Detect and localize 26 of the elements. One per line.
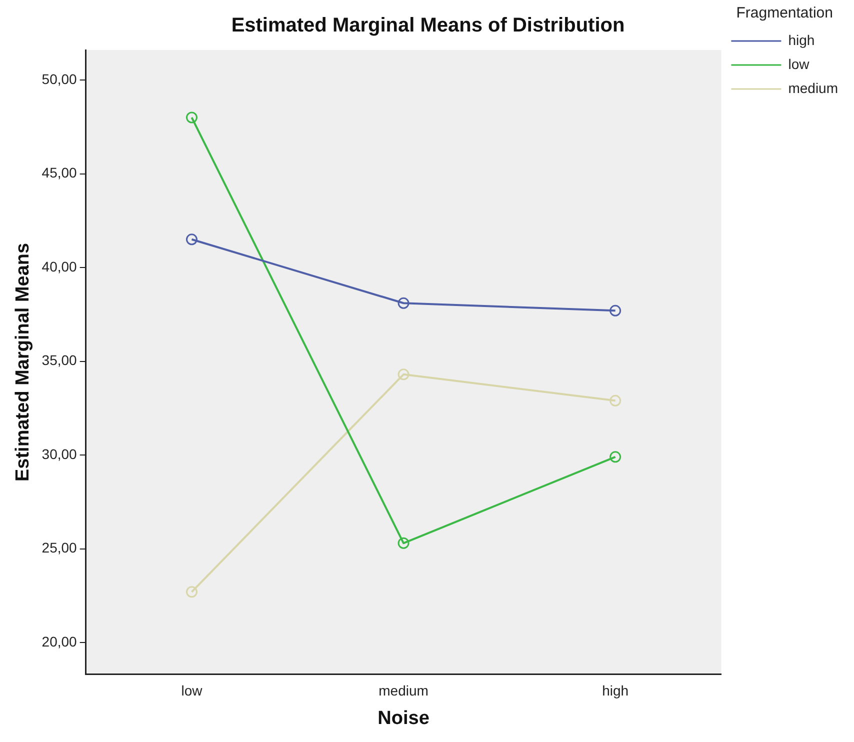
point <box>610 451 622 463</box>
point <box>398 297 410 309</box>
point <box>398 368 410 380</box>
y-tick-label: 30,00 <box>42 446 78 462</box>
point <box>610 304 622 316</box>
point <box>186 234 198 246</box>
y-tick-label: 35,00 <box>42 352 78 368</box>
legend-label: low <box>788 56 810 72</box>
y-tick-label: 40,00 <box>42 258 78 274</box>
legend-label: high <box>788 32 815 48</box>
x-tick-label: medium <box>378 682 428 699</box>
chart-title: Estimated Marginal Means of Distribution <box>231 14 625 37</box>
point <box>610 394 622 406</box>
point <box>186 586 198 598</box>
y-tick-label: 20,00 <box>42 633 78 650</box>
y-tick-label: 45,00 <box>42 164 78 181</box>
point <box>186 112 198 124</box>
legend-label: medium <box>788 80 838 96</box>
y-tick-label: 25,00 <box>42 540 78 556</box>
y-tick-label: 50,00 <box>42 70 78 87</box>
legend-title: Fragmentation <box>736 4 833 22</box>
x-tick-label: low <box>181 682 204 699</box>
x-tick-label: high <box>602 682 629 699</box>
x-axis-title: Noise <box>378 708 430 729</box>
point <box>398 537 410 549</box>
y-axis-title: Estimated Marginal Means <box>12 242 34 482</box>
